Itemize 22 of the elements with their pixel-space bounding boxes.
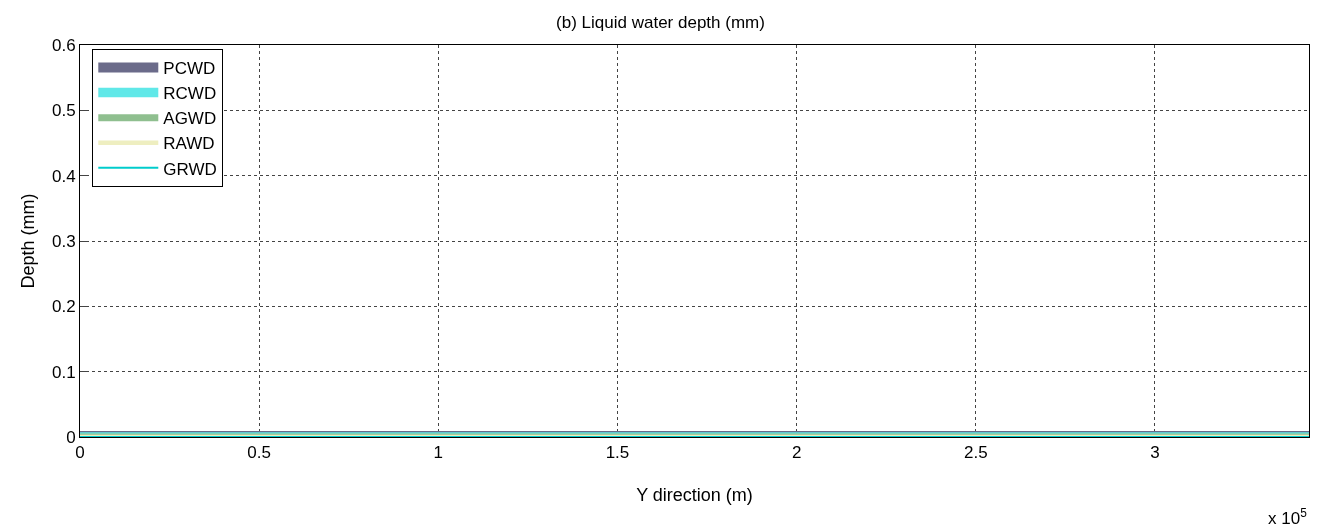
- y-tick-label: 0.2: [51, 297, 76, 317]
- y-axis-title: Depth (mm): [18, 193, 38, 289]
- y-tick-label: 0.4: [51, 166, 76, 186]
- x-axis-title: Y direction (m): [636, 485, 753, 505]
- x-tick-label: 2.5: [963, 443, 988, 463]
- y-tick-label: 0.5: [51, 101, 76, 121]
- x-tick-label: 1: [433, 443, 444, 463]
- text: x 10$^{5}$: [1268, 506, 1308, 527]
- legend-label: RAWD: [163, 134, 215, 154]
- x-tick-label: 3: [1150, 443, 1160, 463]
- x-tick-label: 2: [791, 443, 802, 463]
- legend-label: RCWD: [163, 84, 217, 104]
- legend-label: AGWD: [163, 109, 217, 129]
- x-tick-label: 1.5: [605, 443, 630, 463]
- y-tick-label: 0.3: [51, 231, 76, 251]
- legend-label: GRWD: [163, 159, 217, 179]
- y-tick-label: 0.6: [51, 35, 76, 55]
- legend-label: PCWD: [163, 59, 216, 79]
- y-tick-label: 0.1: [51, 362, 76, 382]
- x-tick-label: 0.5: [247, 443, 271, 463]
- chart-title: (b) Liquid water depth (mm): [556, 12, 765, 32]
- y-tick-label: 0: [66, 427, 76, 447]
